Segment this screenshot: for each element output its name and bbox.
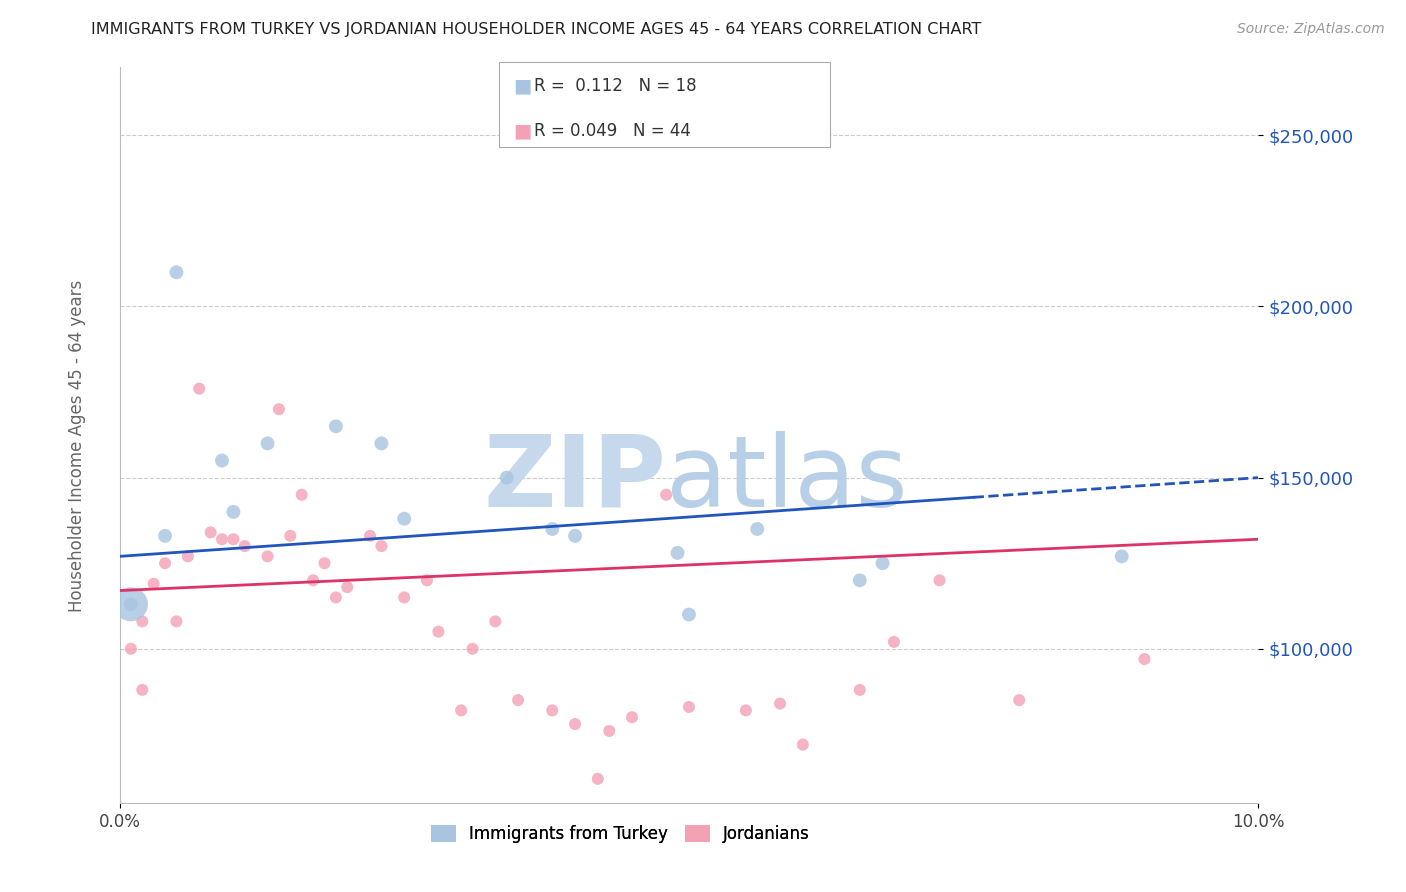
Point — [256, 436, 278, 450]
Point — [849, 682, 872, 697]
Point — [177, 549, 200, 564]
Point — [747, 522, 769, 536]
Point — [302, 574, 325, 588]
Point — [666, 546, 689, 560]
Point — [598, 723, 620, 738]
Point — [1111, 549, 1133, 564]
Point — [370, 539, 392, 553]
Point — [267, 402, 290, 417]
Point — [495, 470, 517, 484]
Point — [1008, 693, 1031, 707]
Point — [222, 505, 245, 519]
Point — [541, 522, 564, 536]
Point — [211, 453, 233, 467]
Point — [153, 556, 176, 570]
Point — [655, 488, 678, 502]
Point — [461, 641, 484, 656]
Point — [394, 591, 416, 605]
Point — [166, 615, 188, 629]
Point — [928, 574, 950, 588]
Point — [792, 738, 814, 752]
Text: Householder Income Ages 45 - 64 years: Householder Income Ages 45 - 64 years — [69, 280, 86, 612]
Point — [131, 682, 153, 697]
Point — [166, 265, 188, 279]
Point — [325, 591, 347, 605]
Point — [153, 529, 176, 543]
Point — [314, 556, 336, 570]
Text: ■: ■ — [513, 76, 531, 95]
Point — [280, 529, 302, 543]
Text: R = 0.049   N = 44: R = 0.049 N = 44 — [534, 122, 692, 140]
Point — [359, 529, 381, 543]
Point — [142, 576, 165, 591]
Point — [120, 641, 142, 656]
Point — [233, 539, 256, 553]
Point — [508, 693, 530, 707]
Point — [586, 772, 609, 786]
Text: R =  0.112   N = 18: R = 0.112 N = 18 — [534, 77, 697, 95]
Point — [120, 597, 142, 611]
Point — [120, 597, 142, 611]
Text: Source: ZipAtlas.com: Source: ZipAtlas.com — [1237, 22, 1385, 37]
Text: atlas: atlas — [666, 431, 908, 527]
Point — [188, 382, 211, 396]
Point — [291, 488, 314, 502]
Point — [336, 580, 359, 594]
Point — [256, 549, 278, 564]
Point — [450, 703, 472, 717]
Point — [416, 574, 439, 588]
Point — [883, 635, 905, 649]
Point — [1133, 652, 1156, 666]
Point — [678, 607, 700, 622]
Point — [564, 717, 586, 731]
Text: ■: ■ — [513, 121, 531, 141]
Point — [541, 703, 564, 717]
Point — [678, 700, 700, 714]
Point — [621, 710, 644, 724]
Text: IMMIGRANTS FROM TURKEY VS JORDANIAN HOUSEHOLDER INCOME AGES 45 - 64 YEARS CORREL: IMMIGRANTS FROM TURKEY VS JORDANIAN HOUS… — [91, 22, 981, 37]
Point — [370, 436, 392, 450]
Point — [427, 624, 450, 639]
Legend: Immigrants from Turkey, Jordanians: Immigrants from Turkey, Jordanians — [425, 818, 817, 850]
Point — [222, 533, 245, 547]
Point — [849, 574, 872, 588]
Point — [325, 419, 347, 434]
Point — [131, 615, 153, 629]
Point — [484, 615, 506, 629]
Text: ZIP: ZIP — [484, 431, 666, 527]
Point — [200, 525, 222, 540]
Point — [769, 697, 792, 711]
Point — [872, 556, 894, 570]
Point — [394, 512, 416, 526]
Point — [564, 529, 586, 543]
Point — [735, 703, 758, 717]
Point — [211, 533, 233, 547]
